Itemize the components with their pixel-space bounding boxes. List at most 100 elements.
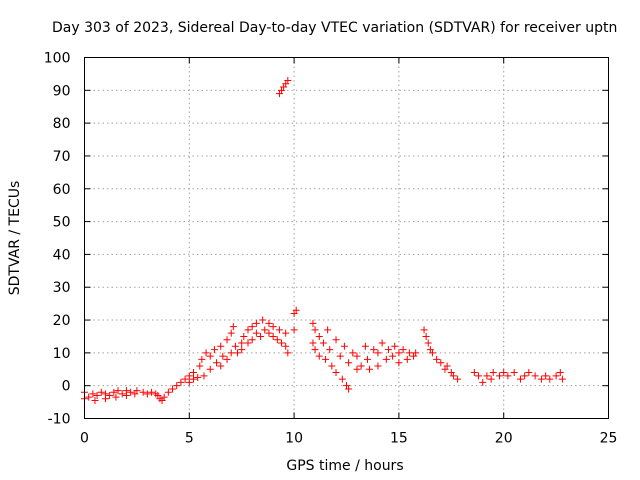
data-point: [185, 372, 193, 380]
data-point: [106, 392, 114, 400]
data-point: [322, 355, 330, 363]
data-point: [217, 342, 225, 350]
data-point: [114, 387, 122, 395]
x-tick-label: 5: [185, 431, 194, 447]
data-point: [198, 355, 206, 363]
data-point: [487, 375, 495, 383]
data-point: [219, 352, 227, 360]
data-point: [164, 388, 172, 396]
data-point: [483, 372, 491, 380]
data-point: [234, 349, 242, 357]
data-point: [384, 346, 392, 354]
x-axis-label: GPS time / hours: [286, 458, 403, 474]
data-point: [206, 365, 214, 373]
data-point: [265, 329, 273, 337]
data-point: [363, 355, 371, 363]
data-point: [202, 349, 210, 357]
data-point: [340, 342, 348, 350]
data-point: [475, 372, 483, 380]
data-point: [332, 369, 340, 377]
x-tick-label: 10: [285, 431, 303, 447]
data-point: [336, 352, 344, 360]
data-point: [311, 326, 319, 334]
data-point: [282, 342, 290, 350]
data-point: [395, 359, 403, 367]
data-layer: [81, 76, 566, 404]
data-point: [223, 355, 231, 363]
y-tick-label: 40: [53, 247, 71, 263]
data-point: [110, 388, 118, 396]
data-point: [181, 375, 189, 383]
data-point: [332, 336, 340, 344]
data-point: [238, 346, 246, 354]
data-point: [319, 339, 327, 347]
data-point: [252, 329, 260, 337]
tick-label-layer: 0 5 10 15 20 25 -10 0 10 20 30 40 50 60 70 80 90 100: [44, 51, 618, 447]
data-point: [449, 372, 457, 380]
data-point: [315, 332, 323, 340]
data-point: [353, 365, 361, 373]
data-point: [422, 332, 430, 340]
y-tick-label: 50: [53, 215, 71, 231]
data-point: [420, 326, 428, 334]
data-point: [89, 390, 97, 398]
data-point: [389, 352, 397, 360]
data-point: [292, 306, 300, 314]
y-tick-label: 10: [53, 346, 71, 362]
data-point: [391, 342, 399, 350]
data-point: [133, 387, 141, 395]
data-point: [169, 385, 177, 393]
data-point: [189, 369, 197, 377]
data-point: [382, 355, 390, 363]
data-point: [282, 329, 290, 337]
data-point: [366, 365, 374, 373]
data-point: [349, 349, 357, 357]
plot-frame: [84, 57, 609, 419]
data-point: [196, 362, 204, 370]
data-point: [206, 352, 214, 360]
data-point: [112, 393, 120, 401]
data-point: [516, 375, 524, 383]
data-point: [248, 323, 256, 331]
data-point: [231, 342, 239, 350]
data-point: [160, 393, 168, 401]
data-point: [374, 349, 382, 357]
data-point: [223, 336, 231, 344]
data-point: [265, 319, 273, 327]
data-point: [227, 349, 235, 357]
data-point: [437, 359, 445, 367]
data-point: [244, 326, 252, 334]
data-point: [546, 375, 554, 383]
data-point: [510, 369, 518, 377]
data-point: [353, 352, 361, 360]
data-point: [290, 326, 298, 334]
data-point: [200, 372, 208, 380]
data-point: [412, 349, 420, 357]
data-point: [91, 396, 99, 404]
y-tick-label: 20: [53, 313, 71, 329]
y-tick-label: 60: [53, 182, 71, 198]
data-point: [194, 373, 202, 381]
data-point: [556, 369, 564, 377]
data-point: [399, 346, 407, 354]
data-point: [97, 388, 105, 396]
data-point: [489, 369, 497, 377]
y-axis-label: SDTVAR / TECUs: [7, 181, 23, 296]
data-point: [173, 382, 181, 390]
data-point: [395, 349, 403, 357]
data-point: [361, 342, 369, 350]
data-point: [357, 362, 365, 370]
data-point: [227, 329, 235, 337]
data-point: [213, 359, 221, 367]
data-point: [558, 375, 566, 383]
data-point: [378, 339, 386, 347]
data-point: [443, 362, 451, 370]
data-point: [311, 346, 319, 354]
data-point: [101, 390, 109, 398]
data-point: [328, 362, 336, 370]
data-point: [309, 319, 317, 327]
data-point: [374, 362, 382, 370]
data-point: [269, 332, 277, 340]
data-point: [229, 323, 237, 331]
data-point: [370, 346, 378, 354]
